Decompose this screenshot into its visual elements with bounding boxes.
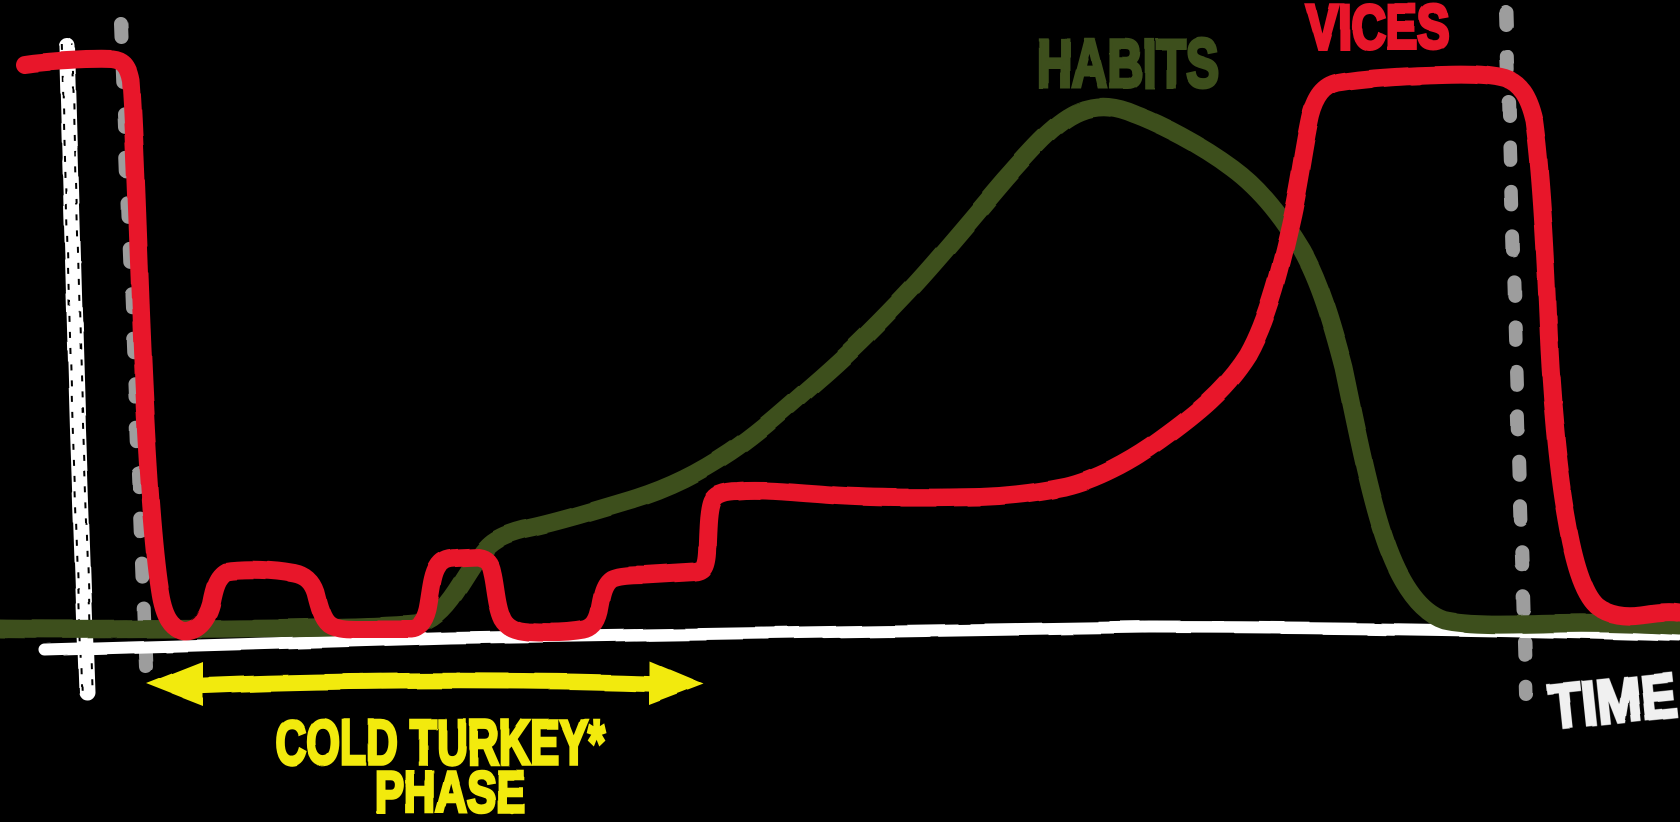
svg-text:PHASE: PHASE	[375, 760, 525, 822]
svg-text:COLD TURKEY*: COLD TURKEY*	[275, 708, 605, 778]
svg-text:HABITS: HABITS	[1037, 26, 1219, 102]
svg-text:VICES: VICES	[1306, 0, 1449, 62]
svg-text:TIME: TIME	[1546, 661, 1680, 743]
